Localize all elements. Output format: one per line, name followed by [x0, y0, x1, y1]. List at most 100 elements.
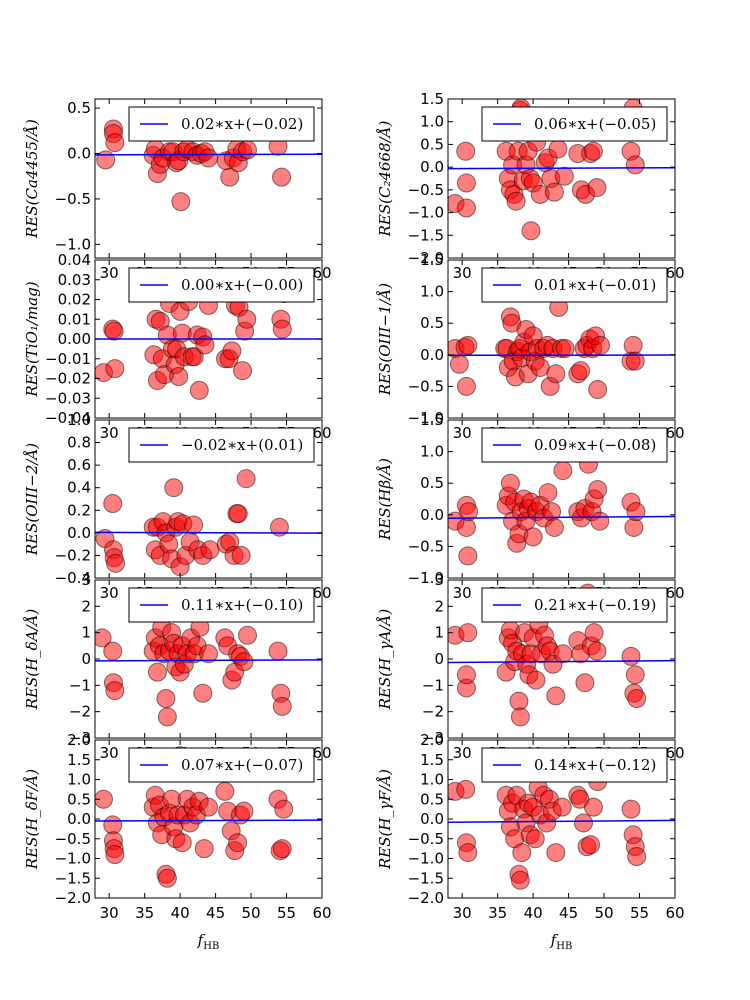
- y-tick-label: −0.5: [408, 181, 444, 199]
- y-tick-label: −2.0: [55, 889, 91, 907]
- data-point: [458, 623, 478, 643]
- data-point: [193, 683, 213, 703]
- data-point: [194, 839, 214, 859]
- data-point: [449, 354, 469, 374]
- data-point: [500, 473, 520, 493]
- y-tick-label: −1.0: [408, 850, 444, 868]
- x-tick-label: 35: [135, 904, 154, 922]
- data-point: [548, 139, 568, 159]
- y-tick-label: 0.0: [420, 810, 444, 828]
- data-point: [268, 641, 288, 661]
- data-point: [509, 691, 529, 711]
- data-point: [625, 665, 645, 685]
- data-point: [506, 191, 526, 211]
- x-tick-label: 50: [595, 904, 614, 922]
- data-point: [103, 641, 123, 661]
- data-point: [233, 361, 253, 381]
- y-axis-label: RES(C₂4668/Å): [376, 120, 394, 237]
- x-tick-label: 55: [630, 904, 649, 922]
- data-point: [231, 545, 251, 565]
- points: [95, 746, 294, 888]
- data-point: [199, 644, 218, 664]
- y-tick-label: 2.0: [420, 731, 444, 749]
- panel-5: 1.00.80.60.40.20.0−0.2−0.430354045505560…: [23, 411, 332, 602]
- x-tick-label: 40: [171, 904, 190, 922]
- data-point: [575, 673, 595, 693]
- y-tick-label: 0.0: [67, 524, 91, 542]
- data-point: [526, 670, 546, 690]
- data-point: [525, 829, 545, 849]
- y-tick-label: 0.03: [58, 271, 91, 289]
- y-axis-label: RES(OIII−1/Å): [376, 283, 394, 396]
- data-point: [626, 502, 646, 522]
- x-tick-label: 30: [453, 584, 472, 602]
- x-tick-label: 60: [312, 904, 331, 922]
- data-point: [581, 835, 601, 855]
- y-tick-label: −1.0: [408, 204, 444, 222]
- x-tick-label: 55: [277, 904, 296, 922]
- data-point: [546, 843, 566, 863]
- data-point: [274, 799, 294, 819]
- y-tick-label: 1.5: [420, 751, 444, 769]
- data-point: [237, 309, 257, 329]
- data-point: [456, 517, 476, 537]
- data-point: [624, 517, 644, 537]
- y-tick-label: 0.04: [58, 251, 91, 269]
- axes-frame: [94, 98, 323, 259]
- y-tick-label: −1.0: [408, 569, 444, 587]
- data-point: [156, 689, 176, 708]
- data-point: [627, 847, 647, 867]
- data-point: [555, 338, 575, 358]
- y-tick-label: −0.4: [55, 569, 91, 587]
- legend-label: 0.14∗x+(−0.12): [534, 756, 656, 774]
- y-tick-label: 0.0: [420, 158, 444, 176]
- x-tick-label: 30: [100, 584, 119, 602]
- y-tick-label: −0.5: [408, 377, 444, 395]
- data-point: [220, 167, 240, 187]
- y-tick-label: −1.5: [408, 226, 444, 244]
- data-point: [584, 623, 604, 643]
- y-tick-label: 1.0: [420, 443, 444, 461]
- data-point: [164, 478, 184, 498]
- legend-label: 0.02∗x+(−0.02): [181, 115, 303, 133]
- data-point: [105, 845, 125, 865]
- y-tick-label: 0.0: [420, 506, 444, 524]
- data-point: [459, 502, 479, 522]
- x-tick-label: 30: [453, 904, 472, 922]
- x-tick-label: 30: [453, 424, 472, 442]
- fit-line: [95, 659, 322, 662]
- data-point: [228, 504, 248, 524]
- y-tick-label: −0.5: [408, 830, 444, 848]
- y-tick-label: −0.01: [45, 350, 91, 368]
- data-point: [272, 696, 292, 716]
- data-point: [623, 335, 643, 355]
- data-point: [553, 644, 573, 664]
- y-tick-label: −3: [69, 729, 91, 747]
- data-point: [184, 347, 204, 367]
- y-tick-label: −2: [422, 703, 444, 721]
- data-point: [552, 797, 572, 817]
- y-axis-label: RES(H_γF/Å): [376, 769, 394, 870]
- data-point: [103, 494, 123, 514]
- data-point: [195, 335, 215, 355]
- legend-label: 0.06∗x+(−0.05): [534, 115, 656, 133]
- y-tick-label: −0.04: [45, 409, 91, 427]
- data-point: [510, 707, 530, 727]
- data-point: [456, 173, 476, 193]
- data-point: [272, 167, 292, 187]
- data-point: [588, 380, 608, 400]
- data-point: [272, 319, 292, 339]
- data-point: [546, 364, 566, 384]
- data-point: [228, 833, 248, 853]
- y-axis-label: RES(H_δF/Å): [23, 769, 41, 870]
- data-point: [544, 182, 564, 202]
- y-axis-label: RES(Hβ/Å): [376, 458, 394, 541]
- data-point: [105, 133, 125, 153]
- y-tick-label: −0.03: [45, 389, 91, 407]
- data-point: [269, 517, 289, 537]
- panel-6: 1.51.00.50.0−0.5−1.030354045505560RES(Hβ…: [376, 411, 685, 602]
- data-point: [456, 779, 476, 799]
- data-point: [521, 221, 541, 241]
- axes-frame: [447, 419, 676, 579]
